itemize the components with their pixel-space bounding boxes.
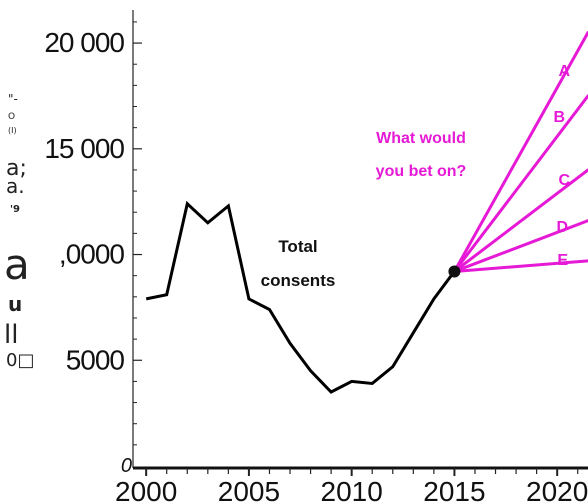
scenario-line xyxy=(452,168,588,273)
scenario-label: D xyxy=(556,219,568,236)
y-axis-label-fragment: '9 xyxy=(10,204,21,215)
y-axis-label-fragment: a xyxy=(4,240,30,289)
x-tick-label: 2005 xyxy=(218,476,280,503)
x-tick-labels: 2000 2005 2010 2015 2020 xyxy=(115,476,588,503)
scenario-line xyxy=(452,30,588,273)
endpoint-marker xyxy=(448,265,461,278)
question-line: you bet on? xyxy=(376,163,467,180)
x-tick-label: 2000 xyxy=(115,476,177,503)
scenario-line xyxy=(452,259,588,273)
x-tick-label: 2010 xyxy=(321,476,383,503)
y-axis-label-fragment: ll xyxy=(4,320,19,350)
series-annotation-line: Total xyxy=(278,237,317,256)
series-line xyxy=(145,200,456,394)
y-tick-label: ,0000 xyxy=(59,239,124,270)
scenario-lines xyxy=(452,30,588,273)
scenario-label: C xyxy=(558,172,570,189)
scenario-line xyxy=(452,94,588,273)
y-axis-label-fragment: O xyxy=(8,112,16,122)
series xyxy=(145,200,461,394)
y-tick-labels: 0 5000 ,0000 15 000 20 000 xyxy=(44,27,132,477)
y-axis-label-fragment: a. xyxy=(6,174,25,198)
annotations: A B C DE Total consents What would you bet on? xyxy=(261,63,571,290)
series-annotation-line: consents xyxy=(261,271,336,290)
y-tick-label: 20 000 xyxy=(44,27,124,58)
y-axis-label-fragment: u xyxy=(8,292,23,316)
axes xyxy=(132,10,588,476)
y-tick-label: 15 000 xyxy=(44,133,124,164)
x-tick-label: 2015 xyxy=(423,476,485,503)
x-tick-label: 2020 xyxy=(526,476,588,503)
scenario-label: E xyxy=(557,252,568,269)
y-tick-label: 5000 xyxy=(66,344,125,375)
scenario-line xyxy=(452,219,588,273)
y-axis-label-fragment: "- xyxy=(8,92,18,106)
y-axis-label-fragment: a; xyxy=(6,156,27,181)
question-line: What would xyxy=(376,130,466,147)
y-axis-label-fragment: 0□ xyxy=(6,350,35,371)
y-axis-label-fragment: (I) xyxy=(8,126,17,135)
y-tick-label: 0 xyxy=(121,455,132,477)
scenario-label: A xyxy=(558,63,570,80)
scenario-label: B xyxy=(553,109,565,126)
